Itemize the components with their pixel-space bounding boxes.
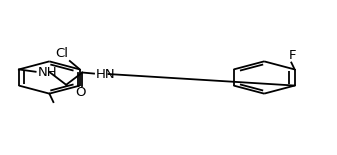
Text: F: F	[289, 49, 297, 62]
Text: O: O	[75, 86, 86, 99]
Text: Cl: Cl	[55, 47, 68, 60]
Text: HN: HN	[96, 68, 115, 81]
Text: NH: NH	[37, 66, 57, 79]
